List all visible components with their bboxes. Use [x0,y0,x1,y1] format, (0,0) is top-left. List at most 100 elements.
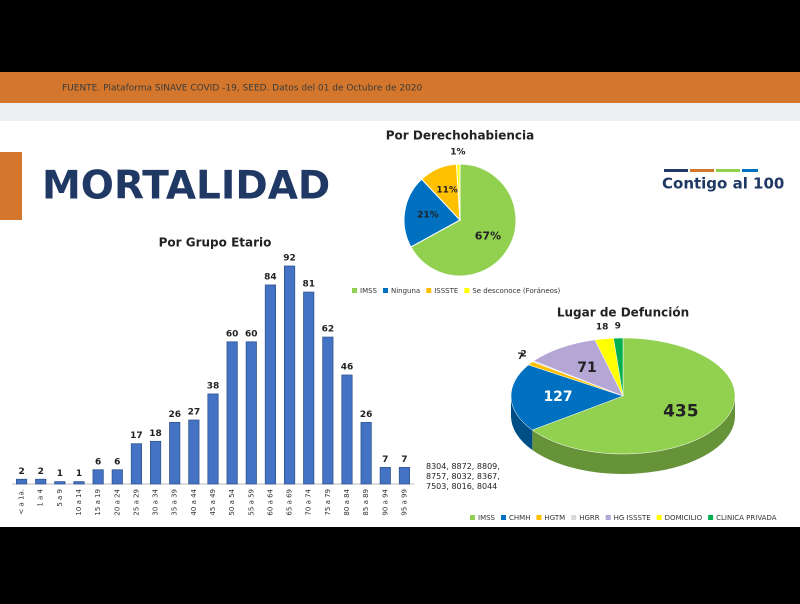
bar [322,336,334,485]
legend-label: HG ISSSTE [614,514,651,522]
legend-swatch [470,515,475,520]
bar [92,469,104,485]
legend-label: CLINICA PRIVADA [716,514,777,522]
bar [226,341,238,485]
x-tick-label: 65 a 69 [286,489,294,516]
slice [613,337,624,397]
bar [284,265,296,485]
slice [455,163,461,221]
data-label: 6 [95,457,101,467]
data-label: 18 [596,322,609,332]
data-label: 62 [322,325,335,335]
legend-swatch [464,288,470,293]
x-tick-label: 70 a 74 [305,488,313,515]
x-tick-label: 20 a 24 [113,488,121,515]
data-label: 1 [57,469,63,479]
legend-swatch [501,515,506,520]
x-tick-label: 75 a 79 [324,489,332,516]
legend-label: ISSSTE [434,287,458,295]
page-title: MORTALIDAD [42,164,330,209]
x-tick-label: 25 a 29 [132,489,140,516]
slice-side [511,396,533,451]
legend-swatch [605,515,611,520]
x-tick-label: 45 a 49 [209,489,217,516]
slice [403,178,461,248]
x-tick-label: 1 a 4 [37,488,45,506]
data-label: 2 [520,350,526,360]
logo: Contigo al 100 [662,169,784,193]
data-label: 71 [577,360,596,376]
bar [16,478,28,485]
title-accent [0,152,22,220]
legend-label: IMSS [478,514,496,522]
x-tick-label: 50 a 54 [228,488,236,515]
bar [54,481,66,485]
legend-swatch [426,288,432,293]
legend-label: Ninguna [391,287,420,295]
source-text: FUENTE. Plataforma SINAVE COVID -19, SEE… [62,84,423,94]
chart-title: Lugar de Defunción [557,306,689,320]
x-tick-label: < a 1a. [18,489,26,515]
data-label: 60 [245,329,258,339]
x-tick-label: 15 a 19 [94,489,102,516]
slice [533,339,624,397]
data-label: 26 [168,410,181,420]
data-label: 11% [436,186,458,196]
bar [245,341,257,485]
legend-swatch [708,515,714,520]
chart-title: Por Derechohabiencia [386,129,535,143]
legend-swatch [571,515,577,520]
x-tick-label: 85 a 89 [362,489,370,516]
data-label: 6 [114,457,120,467]
logo-stripe [742,169,758,172]
data-label: 38 [207,381,220,391]
slice [410,163,517,277]
bar [398,467,410,485]
data-label: 7 [517,352,523,362]
bar [207,393,219,485]
data-label: 1% [450,148,465,158]
legend-swatch [383,288,388,293]
bar [188,419,200,485]
legend-label: CHMH [509,514,530,522]
logo-stripe [664,169,688,172]
data-label: 60 [226,329,239,339]
bar [169,421,181,485]
chart-title: Por Grupo Etario [159,236,272,250]
note: 8304, 8872, 8809, 8757, 8032, 8367, 7503… [426,462,500,491]
slice-side [532,396,735,475]
data-label: 7 [382,455,388,465]
x-tick-label: 40 a 44 [190,488,198,515]
data-label: 2 [38,467,44,477]
x-tick-label: 90 a 94 [381,488,389,515]
slice [510,364,624,431]
x-tick-label: 35 a 39 [171,489,179,516]
x-tick-label: 60 a 64 [266,488,274,515]
data-label: 9 [615,322,621,332]
slice [531,337,736,455]
legend-label: HGRR [579,514,600,522]
header-stripe [0,103,800,121]
bar [111,469,123,485]
x-tick-label: 30 a 34 [152,488,160,515]
bar [360,421,372,485]
x-tick-label: 95 a 99 [400,489,408,516]
data-label: 92 [283,254,296,264]
data-label: 81 [302,280,315,290]
x-tick-label: 10 a 14 [75,488,83,515]
bar [379,467,391,485]
logo-stripe [690,169,714,172]
bar [341,374,353,485]
data-label: 26 [360,410,373,420]
legend-swatch [656,515,662,520]
data-label: 67% [475,230,501,243]
data-label: 46 [341,363,354,373]
data-label: 18 [149,429,162,439]
legend-label: Se desconoce (Foráneos) [472,287,560,295]
data-label: 84 [264,272,277,282]
legend-label: HGTM [544,514,565,522]
bar [303,291,315,485]
x-tick-label: 55 a 59 [247,489,255,516]
